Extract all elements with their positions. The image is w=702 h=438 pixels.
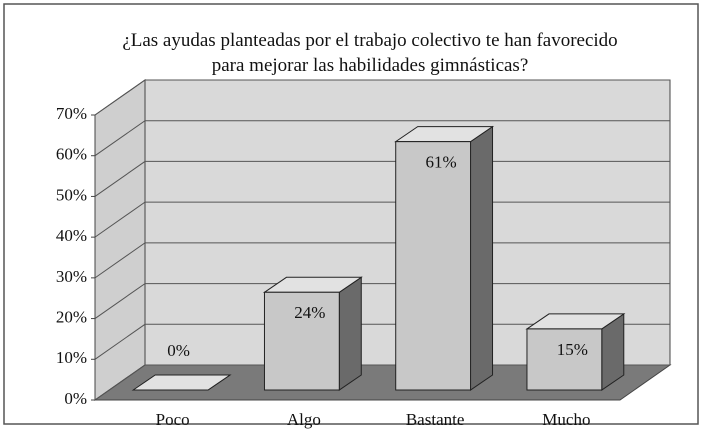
grid-line: [94, 120, 670, 157]
y-tick-label: 50%: [56, 185, 87, 204]
x-tick-label: Poco: [156, 410, 190, 429]
data-label: 15%: [557, 340, 588, 359]
x-tick-label: Algo: [287, 410, 321, 429]
grid-line: [94, 242, 670, 279]
side-wall: [94, 79, 146, 401]
grid-line: [94, 160, 670, 197]
grid-line: [94, 283, 670, 319]
grid-line: [94, 201, 670, 238]
grid-line: [94, 364, 670, 401]
y-tick-label: 40%: [56, 226, 87, 245]
bar: [526, 328, 603, 391]
frame: [3, 3, 699, 425]
data-label: 0%: [167, 341, 190, 360]
y-tick-label: 30%: [56, 267, 87, 286]
bar-side: [338, 276, 362, 391]
data-label: 61%: [426, 153, 457, 172]
bar: [395, 141, 472, 391]
x-tick-label: Bastante: [406, 410, 465, 429]
y-tick-label: 70%: [56, 104, 87, 123]
bar: [263, 291, 340, 391]
y-tick-label: 0%: [64, 389, 87, 408]
data-label: 24%: [294, 303, 325, 322]
y-tick-label: 20%: [56, 307, 87, 326]
x-tick-label: Mucho: [542, 410, 590, 429]
chart-title: ¿Las ayudas planteadas por el trabajo co…: [122, 30, 618, 76]
bar-side: [470, 125, 494, 391]
y-tick-label: 10%: [56, 348, 87, 367]
bar-top: [131, 374, 232, 391]
grid-line: [94, 79, 670, 116]
grid-line: [94, 323, 670, 360]
y-tick-label: 60%: [56, 145, 87, 164]
